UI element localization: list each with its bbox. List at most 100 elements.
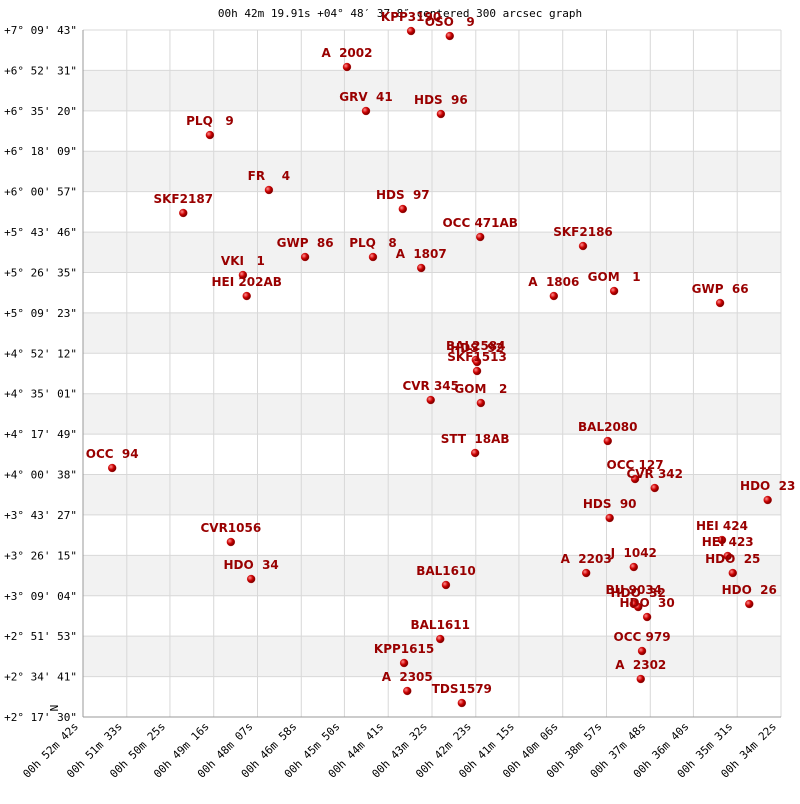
star-marker: [436, 109, 446, 119]
y-tick-label: +6° 52' 31": [4, 64, 77, 77]
star-label: SKF2187: [153, 192, 213, 206]
star-label: GOM 1: [588, 270, 641, 284]
star-label: BAL1611: [411, 618, 470, 632]
y-tick-label: +4° 35' 01": [4, 388, 77, 401]
star-label: HDO 32: [611, 586, 666, 600]
star-marker: [629, 562, 638, 572]
star-label: STT 18AB: [441, 432, 510, 446]
compass-label: N: [48, 705, 61, 712]
star-label: GWP 86: [277, 236, 334, 250]
star-marker: [406, 26, 416, 36]
star-label: CVR 342: [626, 467, 683, 481]
y-tick-label: +6° 18' 09": [4, 145, 77, 158]
star-label: HDS 97: [376, 188, 430, 202]
y-tick-label: +6° 00' 57": [4, 186, 77, 199]
star-marker: [636, 674, 645, 684]
star-label: BAL2584: [446, 339, 505, 353]
star-marker: [637, 646, 647, 656]
y-tick-label: +3° 43' 27": [4, 509, 77, 522]
y-tick-label: +2° 51' 53": [4, 630, 77, 643]
star-label: A 2203: [561, 552, 612, 566]
star-marker: [445, 31, 454, 41]
star-label: SKF1513: [447, 350, 507, 364]
star-marker: [300, 252, 310, 262]
y-tick-label: +4° 17' 49": [4, 428, 77, 441]
star-label: GOM 2: [454, 382, 507, 396]
star-marker: [745, 599, 754, 609]
star-label: J 1042: [610, 546, 657, 560]
star-marker: [399, 658, 409, 668]
star-label: BU 9034: [606, 583, 662, 597]
star-label: A 1807: [396, 247, 447, 261]
star-marker: [342, 62, 352, 72]
star-label: KPP1615: [374, 642, 434, 656]
star-label: HDO 23: [740, 479, 795, 493]
star-marker: [242, 291, 251, 301]
star-label: CVR 345: [402, 379, 459, 393]
star-label: A 1806: [528, 275, 579, 289]
y-tick-label: +4° 00' 38": [4, 469, 77, 482]
star-label: HEI 202AB: [212, 275, 282, 289]
star-label: GRV 41: [339, 90, 392, 104]
star-marker: [226, 537, 235, 547]
star-label: BAL1610: [416, 564, 475, 578]
star-marker: [582, 568, 591, 578]
star-marker: [205, 130, 215, 140]
star-marker: [247, 574, 256, 584]
star-marker: [417, 263, 426, 273]
star-marker: [472, 366, 482, 376]
y-tick-label: +5° 43' 46": [4, 226, 77, 239]
star-label: A 2305: [382, 670, 433, 684]
y-tick-label: +7° 09' 43": [4, 24, 77, 37]
star-label: VKI 1: [221, 254, 265, 268]
star-label: HDO 30: [619, 596, 674, 610]
y-tick-label: +2° 34' 41": [4, 671, 77, 684]
star-label: OCC 471AB: [442, 216, 517, 230]
star-label: PLQ 9: [186, 114, 234, 128]
star-marker: [609, 286, 619, 296]
star-label: HDO 34: [224, 558, 279, 572]
star-marker: [436, 634, 445, 644]
star-marker: [238, 270, 248, 280]
star-marker: [264, 185, 274, 195]
star-marker: [398, 204, 407, 214]
star-label: FR 4: [248, 169, 291, 183]
y-tick-label: +3° 26' 15": [4, 549, 77, 562]
star-marker: [457, 698, 466, 708]
star-label: HDS 96: [414, 93, 468, 107]
star-label: A 2302: [615, 658, 666, 672]
star-label: CVR1056: [200, 521, 261, 535]
star-marker: [476, 398, 486, 408]
star-marker: [650, 483, 659, 493]
star-label: GWP 66: [692, 282, 749, 296]
star-label: BAL2080: [578, 420, 637, 434]
star-marker: [634, 602, 643, 612]
star-label: OSO 9: [425, 15, 475, 29]
y-tick-label: +5° 26' 35": [4, 266, 77, 279]
y-tick-label: +5° 09' 23": [4, 307, 77, 320]
star-marker: [717, 535, 727, 545]
star-marker: [603, 436, 612, 446]
star-marker: [472, 357, 482, 367]
star-marker: [642, 612, 652, 622]
star-marker: [179, 208, 188, 218]
star-label: HDS 92: [450, 341, 504, 355]
star-label: A 2002: [321, 46, 372, 60]
star-marker: [368, 252, 378, 262]
y-tick-label: +4° 52' 12": [4, 347, 77, 360]
star-label: OCC 979: [614, 630, 671, 644]
chart-title: 00h 42m 19.91s +04° 48′ 37.8″ centered 3…: [218, 7, 582, 20]
star-marker: [763, 495, 772, 505]
y-tick-label: +6° 35' 20": [4, 105, 77, 118]
star-marker: [403, 686, 412, 696]
y-tick-label: +3° 09' 04": [4, 590, 77, 603]
star-label: HDO 26: [722, 583, 777, 597]
star-label: OCC 94: [86, 447, 139, 461]
star-label: OCC 127: [607, 458, 664, 472]
star-label: HEI 423: [702, 535, 754, 549]
star-label: HDO 25: [705, 552, 760, 566]
star-label: TDS1579: [432, 682, 492, 696]
star-marker: [361, 106, 371, 116]
star-label: KPP3190: [381, 10, 441, 24]
